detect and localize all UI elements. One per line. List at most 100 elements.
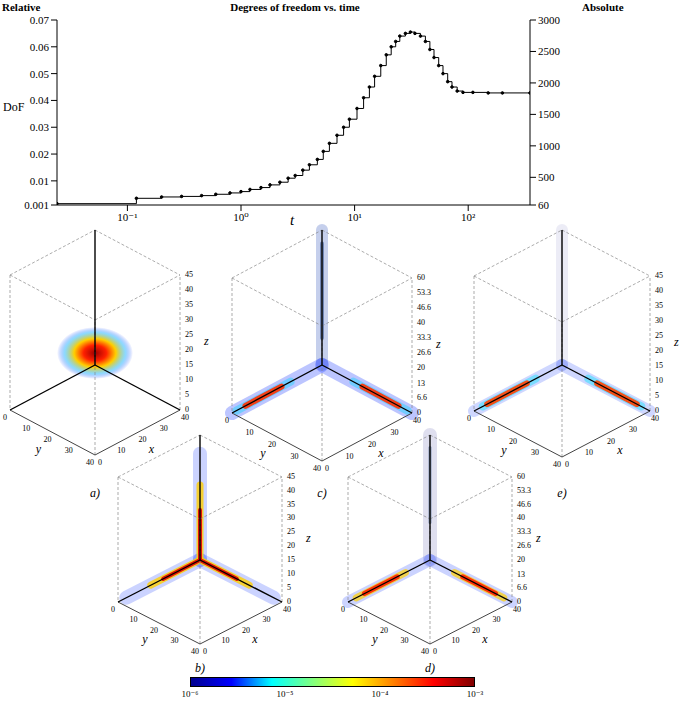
svg-text:2500: 2500 (538, 45, 561, 57)
svg-text:z: z (435, 337, 441, 351)
svg-text:53.3: 53.3 (417, 288, 431, 297)
svg-text:y: y (371, 632, 378, 646)
svg-text:20: 20 (417, 363, 425, 372)
svg-text:y: y (259, 446, 266, 460)
svg-text:35: 35 (287, 500, 295, 509)
svg-text:13: 13 (417, 379, 425, 388)
svg-text:45: 45 (287, 472, 295, 481)
svg-text:10: 10 (117, 446, 125, 455)
svg-text:20: 20 (139, 435, 147, 444)
svg-text:10: 10 (487, 425, 495, 434)
svg-text:0: 0 (341, 605, 345, 614)
svg-text:30: 30 (65, 446, 73, 455)
svg-text:10: 10 (585, 448, 593, 457)
svg-text:60: 60 (538, 199, 550, 211)
svg-text:33.3: 33.3 (417, 333, 431, 342)
svg-text:20: 20 (44, 435, 52, 444)
svg-text:20: 20 (268, 440, 276, 449)
svg-text:30: 30 (287, 513, 295, 522)
svg-text:z: z (203, 334, 209, 348)
svg-text:5: 5 (185, 390, 189, 399)
svg-text:2000: 2000 (538, 77, 561, 89)
svg-text:0: 0 (203, 647, 207, 656)
svg-text:10: 10 (360, 615, 368, 624)
svg-text:15: 15 (287, 555, 295, 564)
svg-text:0.02: 0.02 (30, 148, 49, 160)
svg-text:20: 20 (368, 440, 376, 449)
svg-text:z: z (673, 335, 679, 349)
svg-text:0: 0 (655, 406, 659, 415)
svg-text:30: 30 (185, 315, 193, 324)
svg-text:x: x (251, 632, 258, 646)
svg-text:53.3: 53.3 (517, 486, 531, 495)
svg-text:40: 40 (553, 460, 561, 469)
svg-text:46.6: 46.6 (417, 303, 431, 312)
svg-text:d): d) (425, 661, 435, 675)
svg-text:40: 40 (413, 416, 421, 425)
svg-text:10: 10 (346, 452, 354, 461)
svg-text:10²: 10² (461, 211, 476, 223)
svg-text:0: 0 (185, 405, 189, 414)
svg-text:13: 13 (517, 570, 525, 579)
svg-text:10: 10 (22, 424, 30, 433)
svg-text:20: 20 (655, 346, 663, 355)
svg-text:10¹: 10¹ (347, 211, 361, 223)
svg-text:x: x (481, 632, 488, 646)
svg-text:z: z (305, 531, 311, 545)
svg-text:0.01: 0.01 (30, 175, 49, 187)
svg-text:40: 40 (517, 513, 525, 522)
svg-text:20: 20 (242, 626, 250, 635)
svg-text:40: 40 (421, 647, 429, 656)
svg-text:0: 0 (417, 408, 421, 417)
svg-text:20: 20 (517, 555, 525, 564)
svg-text:40: 40 (191, 647, 199, 656)
svg-text:40: 40 (513, 605, 521, 614)
svg-text:33.3: 33.3 (517, 527, 531, 536)
svg-text:20: 20 (607, 437, 615, 446)
svg-text:26.6: 26.6 (517, 541, 531, 550)
svg-text:26.6: 26.6 (417, 348, 431, 357)
svg-text:x: x (377, 446, 384, 460)
svg-text:5: 5 (287, 583, 291, 592)
svg-text:0: 0 (3, 413, 7, 422)
svg-text:x: x (616, 443, 623, 457)
svg-text:500: 500 (538, 171, 555, 183)
svg-text:25: 25 (287, 527, 295, 536)
svg-text:10⁰: 10⁰ (233, 211, 249, 223)
svg-text:40: 40 (417, 318, 425, 327)
svg-text:30: 30 (655, 316, 663, 325)
svg-text:0: 0 (517, 597, 521, 606)
svg-text:30: 30 (493, 615, 501, 624)
svg-text:20: 20 (472, 626, 480, 635)
svg-text:15: 15 (185, 360, 193, 369)
svg-text:0: 0 (467, 414, 471, 423)
svg-text:0.06: 0.06 (30, 41, 50, 53)
svg-text:10: 10 (655, 376, 663, 385)
svg-text:25: 25 (185, 330, 193, 339)
svg-text:1000: 1000 (538, 140, 561, 152)
svg-text:20: 20 (185, 345, 193, 354)
svg-text:60: 60 (417, 273, 425, 282)
svg-text:30: 30 (291, 452, 299, 461)
svg-text:40: 40 (185, 285, 193, 294)
svg-text:a): a) (90, 486, 100, 500)
svg-text:0.03: 0.03 (30, 121, 50, 133)
svg-text:30: 30 (629, 425, 637, 434)
svg-text:z: z (535, 531, 541, 545)
svg-text:1500: 1500 (538, 108, 561, 120)
svg-text:0: 0 (225, 416, 229, 425)
svg-text:10: 10 (246, 428, 254, 437)
svg-text:40: 40 (283, 605, 291, 614)
svg-text:30: 30 (160, 424, 168, 433)
svg-text:20: 20 (287, 541, 295, 550)
svg-text:25: 25 (655, 331, 663, 340)
svg-text:0: 0 (98, 458, 102, 467)
svg-text:20: 20 (150, 626, 158, 635)
svg-text:6.6: 6.6 (417, 393, 427, 402)
svg-text:5: 5 (655, 391, 659, 400)
svg-text:y: y (35, 442, 42, 456)
svg-text:10: 10 (222, 636, 230, 645)
svg-text:10: 10 (287, 569, 295, 578)
svg-text:y: y (500, 443, 507, 457)
svg-text:10: 10 (130, 615, 138, 624)
